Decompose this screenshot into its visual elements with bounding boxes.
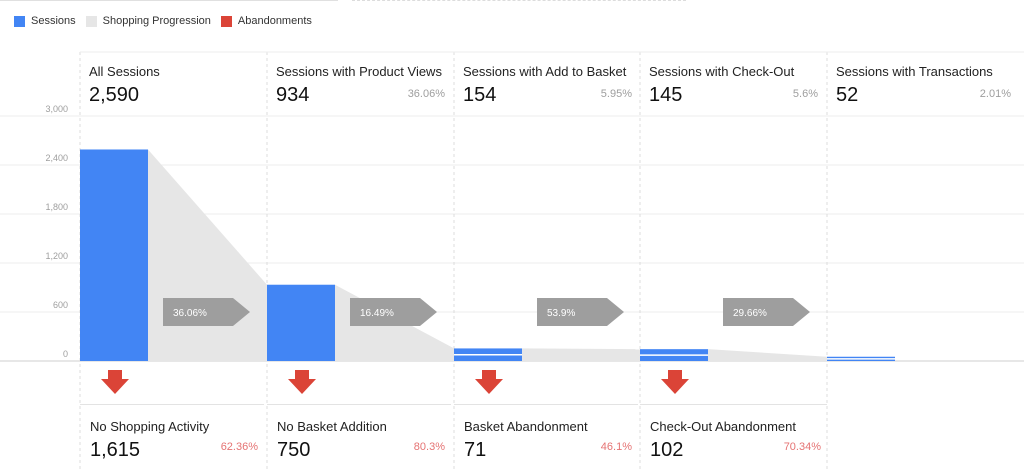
stage-value: 154: [463, 84, 497, 106]
abandon-down-arrow-icon: [288, 370, 316, 394]
progression-layer: [148, 149, 827, 361]
abandon-value: 71: [464, 439, 487, 461]
legend: Sessions Shopping Progression Abandonmen…: [14, 15, 322, 27]
progression-rate-arrow: [723, 298, 810, 326]
abandon-card-basket-abandonment[interactable]: Basket Abandonment 71 46.1%: [454, 404, 638, 471]
abandon-down-arrow-icon: [101, 370, 129, 394]
abandon-percent: 62.36%: [220, 441, 258, 453]
abandon-value: 102: [650, 439, 684, 461]
progression-rate-label: 36.06%: [173, 308, 207, 319]
progression-rate-arrow: [163, 298, 250, 326]
abandon-label: No Basket Addition: [277, 419, 387, 434]
progression-rate-label: 29.66%: [733, 308, 767, 319]
legend-label: Shopping Progression: [102, 15, 211, 27]
progression-band: [148, 149, 267, 361]
stage-label: Sessions with Transactions: [836, 64, 993, 79]
y-tick-label: 2,400: [45, 153, 68, 163]
progression-rate-label: 53.9%: [547, 308, 575, 319]
progression-band: [708, 349, 827, 361]
legend-item-shopping-progression[interactable]: Shopping Progression: [85, 15, 211, 27]
abandon-percent: 70.34%: [783, 441, 821, 453]
progression-rate-arrow: [537, 298, 624, 326]
bar-layer: [80, 149, 895, 361]
progression-rate-arrow: [350, 298, 437, 326]
stage-percent: 5.6%: [792, 88, 818, 100]
legend-swatch-progression: [85, 15, 97, 27]
legend-swatch-abandonments: [220, 15, 232, 27]
progression-rate-label: 16.49%: [360, 308, 394, 319]
top-dashed-rule: [352, 0, 686, 1]
stage-label: Sessions with Check-Out: [649, 64, 795, 79]
stage-percent: 2.01%: [979, 88, 1011, 100]
session-bar: [80, 149, 148, 361]
abandon-card-check-out-abandonment[interactable]: Check-Out Abandonment 102 70.34%: [640, 404, 827, 471]
stage-label: Sessions with Add to Basket: [463, 64, 627, 79]
stage-value: 2,590: [89, 84, 140, 106]
stage-percent: 36.06%: [407, 88, 445, 100]
stage-value: 52: [836, 84, 859, 106]
abandon-value: 750: [277, 439, 311, 461]
abandon-percent: 46.1%: [600, 441, 632, 453]
y-tick-label: 3,000: [45, 104, 68, 114]
top-rule: [0, 0, 338, 1]
abandon-down-arrow-icon: [475, 370, 503, 394]
session-bar: [267, 284, 335, 361]
rate-layer: 36.06% 16.49% 53.9% 29.66%: [163, 298, 810, 326]
y-tick-label: 0: [63, 349, 68, 359]
abandon-card-no-basket-addition[interactable]: No Basket Addition 750 80.3%: [267, 404, 451, 471]
abandon-label: Check-Out Abandonment: [650, 419, 796, 434]
y-tick-label: 600: [53, 300, 68, 310]
stage-value: 934: [276, 84, 310, 106]
stage-label: Sessions with Product Views: [276, 64, 442, 79]
abandon-arrow-layer: [101, 370, 689, 394]
stage-card-check-out[interactable]: Sessions with Check-Out 145 5.6%: [640, 52, 824, 116]
abandon-card-no-shopping-activity[interactable]: No Shopping Activity 1,615 62.36%: [80, 404, 264, 471]
grid-layer: 0 600 1,200 1,800 2,400 3,000: [0, 51, 1024, 470]
y-tick-label: 1,800: [45, 202, 68, 212]
stage-value: 145: [649, 84, 683, 106]
stage-card-all-sessions[interactable]: All Sessions 2,590: [80, 52, 264, 116]
legend-label: Sessions: [31, 15, 76, 27]
abandon-label: No Shopping Activity: [90, 419, 210, 434]
stage-card-transactions[interactable]: Sessions with Transactions 52 2.01%: [827, 52, 1017, 116]
stage-card-add-to-basket[interactable]: Sessions with Add to Basket 154 5.95%: [454, 52, 638, 116]
stage-percent: 5.95%: [600, 88, 632, 100]
progression-band: [522, 348, 640, 361]
legend-label: Abandonments: [237, 15, 312, 27]
abandon-value: 1,615: [90, 439, 141, 461]
legend-item-sessions[interactable]: Sessions: [14, 15, 76, 27]
stage-card-product-views[interactable]: Sessions with Product Views 934 36.06%: [267, 52, 451, 116]
legend-swatch-sessions: [14, 15, 25, 27]
abandon-label: Basket Abandonment: [464, 419, 588, 434]
abandon-percent: 80.3%: [413, 441, 445, 453]
y-tick-label: 1,200: [45, 251, 68, 261]
stage-label: All Sessions: [89, 64, 160, 79]
legend-item-abandonments[interactable]: Abandonments: [220, 15, 312, 27]
abandon-down-arrow-icon: [661, 370, 689, 394]
